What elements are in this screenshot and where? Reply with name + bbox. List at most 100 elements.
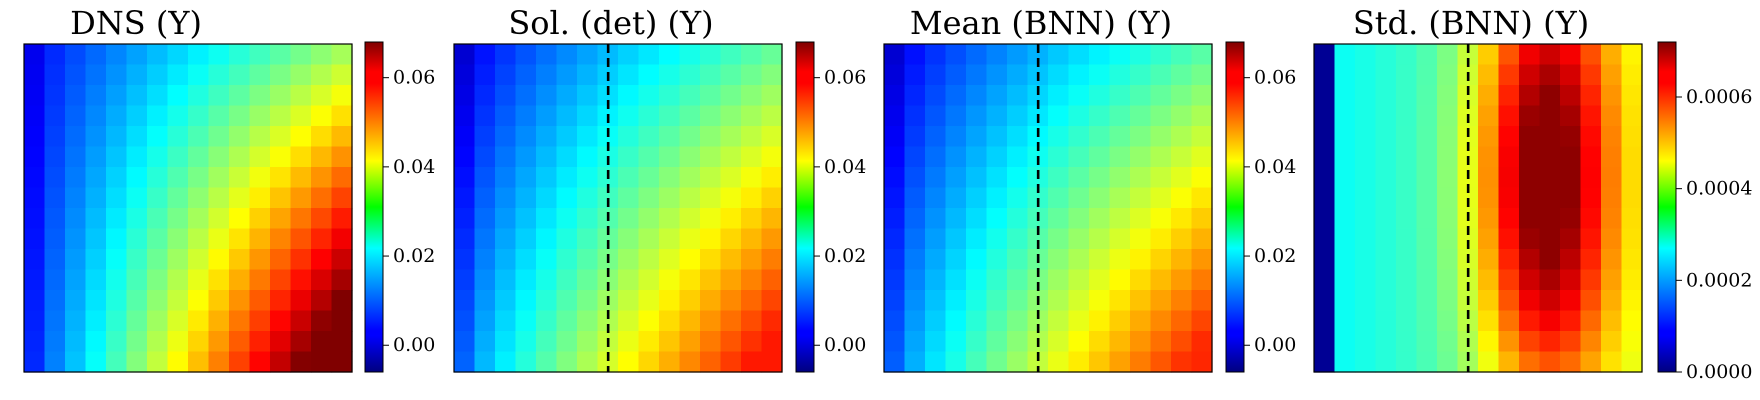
heatmap-cell [147, 310, 169, 332]
colorbar-gradient [1657, 41, 1677, 373]
heatmap-cell [1560, 351, 1582, 373]
heatmap-cell [597, 228, 619, 250]
heatmap-cell [188, 126, 210, 148]
heatmap-cell [1478, 269, 1500, 291]
heatmap-cell [720, 351, 742, 373]
heatmap-cell [618, 105, 640, 127]
heatmap-cell [638, 228, 660, 250]
heatmap-cell [679, 85, 701, 107]
heatmap-cell [147, 105, 169, 127]
heatmap-cell [1539, 187, 1561, 209]
heatmap-cell [1437, 228, 1459, 250]
heatmap-cell [659, 208, 681, 230]
heatmap-cell [925, 187, 947, 209]
heatmap-cell [1191, 331, 1213, 353]
heatmap-cell [659, 126, 681, 148]
heatmap-cell [659, 331, 681, 353]
heatmap-cell [208, 187, 230, 209]
heatmap-cell [1048, 167, 1070, 189]
heatmap-cell [761, 269, 783, 291]
heatmap-cell [1437, 44, 1459, 66]
heatmap-cell [904, 269, 926, 291]
heatmap-cell [536, 269, 558, 291]
heatmap-cell [1478, 105, 1500, 127]
heatmap-cell [44, 187, 66, 209]
heatmap-cell [986, 310, 1008, 332]
heatmap-cell [1109, 269, 1131, 291]
heatmap-cell [249, 208, 271, 230]
heatmap-cell [1375, 351, 1397, 373]
heatmap-cell [679, 105, 701, 127]
heatmap-cell [24, 146, 46, 168]
heatmap-cell [1314, 290, 1336, 312]
heatmap-cell [167, 249, 189, 271]
heatmap-cell [249, 187, 271, 209]
colorbar-gradient [1225, 41, 1245, 373]
heatmap-cell [925, 44, 947, 66]
heatmap-cell [1519, 85, 1541, 107]
heatmap-cell [454, 105, 476, 127]
heatmap-cell [249, 146, 271, 168]
heatmap-cell [1519, 44, 1541, 66]
heatmap-cell [638, 208, 660, 230]
heatmap-cell [188, 249, 210, 271]
heatmap-cell [925, 290, 947, 312]
heatmap-cell [1396, 64, 1418, 86]
heatmap-cell [618, 331, 640, 353]
heatmap-cell [1150, 85, 1172, 107]
heatmap-cell [1109, 105, 1131, 127]
heatmap-cell [290, 85, 312, 107]
heatmap-cell [495, 331, 517, 353]
heatmap-cell [1355, 126, 1377, 148]
heatmap-cell [126, 228, 148, 250]
heatmap-cell [1355, 351, 1377, 373]
heatmap-cell [1048, 44, 1070, 66]
heatmap-cell [270, 187, 292, 209]
heatmap-cell [556, 331, 578, 353]
heatmap-cell [65, 310, 87, 332]
heatmap-cell [618, 290, 640, 312]
heatmap-cell [495, 249, 517, 271]
heatmap-cell [44, 269, 66, 291]
heatmap-cell [1580, 126, 1602, 148]
heatmap-cell [495, 228, 517, 250]
heatmap-cell [1334, 290, 1356, 312]
heatmap-cell [65, 331, 87, 353]
heatmap-cell [1375, 290, 1397, 312]
heatmap-cell [1109, 208, 1131, 230]
heatmap-cell [597, 44, 619, 66]
heatmap-cell [1601, 331, 1623, 353]
heatmap-cell [741, 249, 763, 271]
heatmap-cell [1109, 228, 1131, 250]
heatmap-cell [1150, 105, 1172, 127]
heatmap-cell [331, 167, 353, 189]
heatmap-cell [474, 310, 496, 332]
heatmap-cell [1375, 187, 1397, 209]
heatmap-cell [24, 105, 46, 127]
heatmap-cell [1601, 249, 1623, 271]
heatmap-cell [1437, 310, 1459, 332]
heatmap-cell [1068, 126, 1090, 148]
heatmap-cell [1334, 167, 1356, 189]
heatmap-cell [474, 85, 496, 107]
heatmap-cell [24, 228, 46, 250]
heatmap-cell [1191, 249, 1213, 271]
heatmap-cell [577, 64, 599, 86]
heatmap-cell [1355, 269, 1377, 291]
heatmap-cell [106, 290, 128, 312]
heatmap-cell [1314, 331, 1336, 353]
heatmap-cell [126, 85, 148, 107]
heatmap-cell [986, 290, 1008, 312]
heatmap-cell [638, 290, 660, 312]
heatmap-cell [659, 269, 681, 291]
heatmap-cell [290, 310, 312, 332]
heatmap-cell [741, 44, 763, 66]
heatmap-cell [249, 249, 271, 271]
heatmap-cell [1560, 290, 1582, 312]
heatmap-cell [188, 269, 210, 291]
heatmap-cell [1130, 64, 1152, 86]
heatmap-cell [495, 105, 517, 127]
heatmap-cell [249, 269, 271, 291]
heatmap-cell [515, 44, 537, 66]
heatmap-cell [167, 310, 189, 332]
